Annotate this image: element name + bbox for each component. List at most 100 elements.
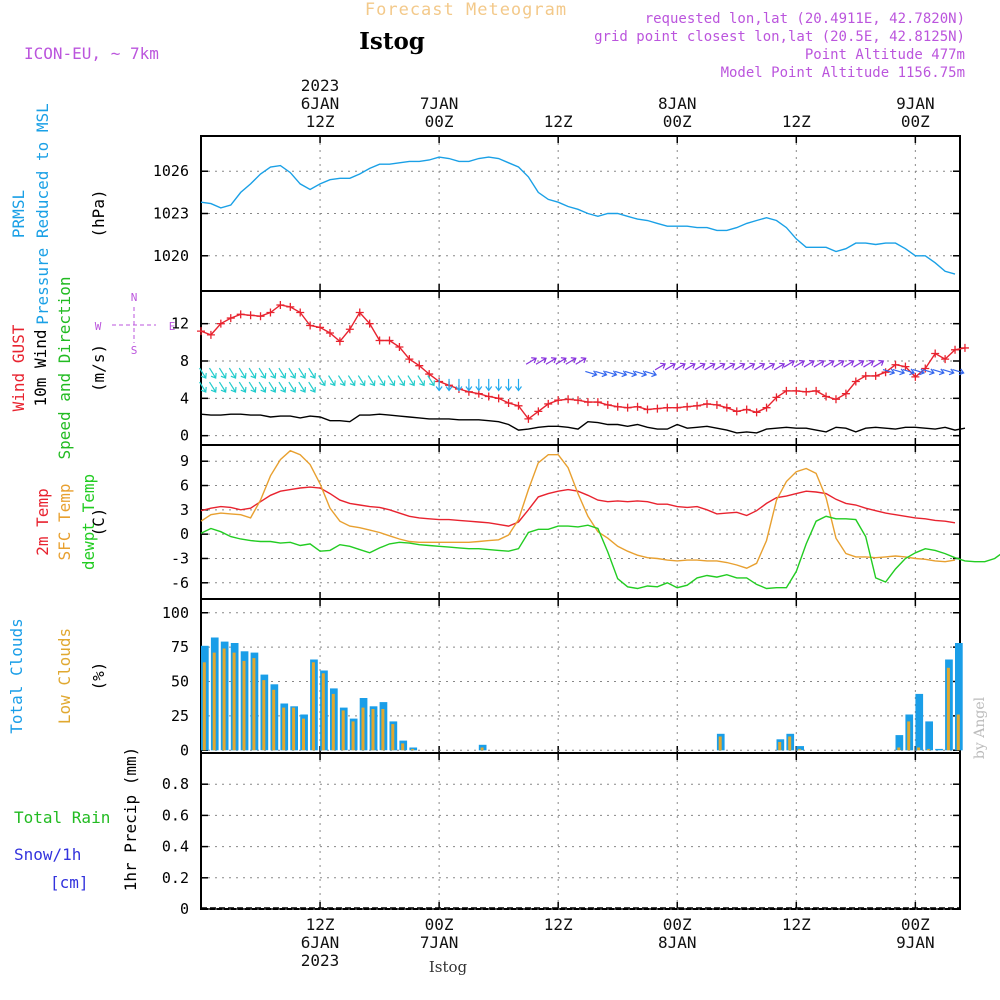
compass-letter: W xyxy=(95,320,102,333)
gust-marker xyxy=(851,377,860,386)
wind-direction-arrow xyxy=(614,370,628,378)
bottom-time-label: 12Z xyxy=(782,915,811,934)
series-line-0 xyxy=(200,156,956,275)
gust-marker xyxy=(703,399,711,408)
wind-direction-arrow xyxy=(268,381,277,393)
total-cloud-bar xyxy=(796,746,804,751)
low-cloud-bar xyxy=(778,742,782,751)
wind-direction-arrow xyxy=(337,375,346,387)
wind-direction-arrow xyxy=(932,368,945,376)
wind-direction-arrow xyxy=(942,368,955,376)
wind-direction-arrow xyxy=(644,370,658,378)
wind-direction-arrow xyxy=(823,359,835,368)
gust-marker xyxy=(385,336,394,345)
wind-direction-arrow xyxy=(308,367,316,379)
total-cloud-bar xyxy=(915,693,924,751)
wind-direction-arrow xyxy=(318,375,326,387)
wind-direction-arrow xyxy=(397,375,406,387)
low-cloud-bar xyxy=(331,693,335,751)
gust-marker xyxy=(951,345,960,354)
series-label: dewpt Temp xyxy=(79,474,98,570)
grid-point-lonlat: grid point closest lon,lat (20.5E, 42.81… xyxy=(594,29,965,45)
wind-direction-arrow xyxy=(465,378,473,392)
wind-direction-arrow xyxy=(278,367,287,379)
gust-marker xyxy=(415,361,424,370)
top-time-label: 12Z xyxy=(306,112,335,131)
gust-marker xyxy=(256,312,265,321)
bottom-time-label: 9JAN xyxy=(896,933,935,952)
panels-layer: 1020 1023 1026 (hPa) PRMSL Pressure Reduced t… xyxy=(7,103,1000,918)
bottom-time-label: 00Z xyxy=(425,915,454,934)
wind-direction-arrow xyxy=(387,375,396,387)
wind-direction-arrow xyxy=(328,375,336,387)
series-label: Pressure Reduced to MSL xyxy=(33,103,52,325)
bottom-time-label: 00Z xyxy=(663,915,692,934)
wind-direction-arrow xyxy=(505,378,513,392)
y-tick-label: 0 xyxy=(180,427,189,445)
wind-direction-arrow xyxy=(288,381,297,393)
wind-direction-arrow xyxy=(455,378,463,392)
gust-marker xyxy=(296,308,305,317)
location-title: Istog xyxy=(359,28,425,55)
wind-direction-arrow xyxy=(694,362,706,371)
top-time-label: 2023 xyxy=(301,76,340,95)
wind-direction-arrow xyxy=(248,367,257,379)
footer-location: Istog xyxy=(429,958,468,976)
gust-marker xyxy=(663,403,672,412)
low-cloud-bar xyxy=(262,680,266,751)
precip-legend-label: Snow/1h xyxy=(14,845,81,864)
y-unit-label: (hPa) xyxy=(89,189,108,237)
gust-marker xyxy=(712,400,721,409)
y-unit-label: (m/s) xyxy=(89,344,108,392)
credit-watermark: by Angel xyxy=(972,696,988,759)
series-line-0 xyxy=(200,486,956,527)
compass-letter: S xyxy=(131,344,138,357)
wind-direction-arrow xyxy=(495,378,503,392)
y-tick-label: -6 xyxy=(171,574,189,592)
gust-marker xyxy=(812,386,821,395)
y-tick-label: 0 xyxy=(180,525,189,543)
low-cloud-bar xyxy=(351,721,355,751)
series-label: Wind GUST xyxy=(9,324,28,411)
wind-direction-arrow xyxy=(407,375,416,387)
gust-marker xyxy=(544,399,553,408)
y-tick-label: 8 xyxy=(180,352,189,370)
wind-direction-arrow xyxy=(258,367,267,379)
series-label: 2m Temp xyxy=(33,488,52,555)
gust-marker xyxy=(554,396,563,405)
low-cloud-bar xyxy=(272,689,276,751)
gust-marker xyxy=(266,308,275,317)
gust-marker xyxy=(960,343,969,352)
gust-marker xyxy=(514,401,523,410)
gust-marker xyxy=(921,364,930,373)
wind-direction-arrow xyxy=(853,359,865,368)
wind-direction-arrow xyxy=(298,381,307,393)
top-time-label: 8JAN xyxy=(658,94,697,113)
series-line-1 xyxy=(200,449,956,569)
wind-direction-arrow xyxy=(308,381,316,393)
y-tick-label: 0.4 xyxy=(162,838,189,856)
top-time-label: 9JAN xyxy=(896,94,935,113)
low-cloud-bar xyxy=(302,718,305,751)
wind-direction-arrow xyxy=(208,381,217,393)
wind-direction-arrow xyxy=(555,357,567,365)
low-cloud-bar xyxy=(798,748,802,751)
top-time-label: 00Z xyxy=(663,112,692,131)
gust-marker xyxy=(633,402,642,411)
bottom-time-label: 2023 xyxy=(301,951,340,970)
low-cloud-bar xyxy=(232,652,236,751)
gust-marker xyxy=(752,408,761,417)
gust-marker xyxy=(802,387,811,396)
gust-marker xyxy=(325,329,334,337)
product-title: Forecast Meteogram xyxy=(365,0,567,20)
gust-marker xyxy=(653,404,662,413)
gust-marker xyxy=(306,321,315,330)
precip-legend-label: Total Rain xyxy=(14,808,110,827)
wind-direction-arrow xyxy=(248,381,257,393)
y-tick-label: 1026 xyxy=(153,162,189,180)
wind-direction-arrow xyxy=(803,359,815,368)
series-label: Low Clouds xyxy=(55,628,74,724)
gust-marker xyxy=(534,407,543,416)
wind-direction-arrow xyxy=(545,357,557,365)
low-cloud-bar xyxy=(401,743,405,751)
